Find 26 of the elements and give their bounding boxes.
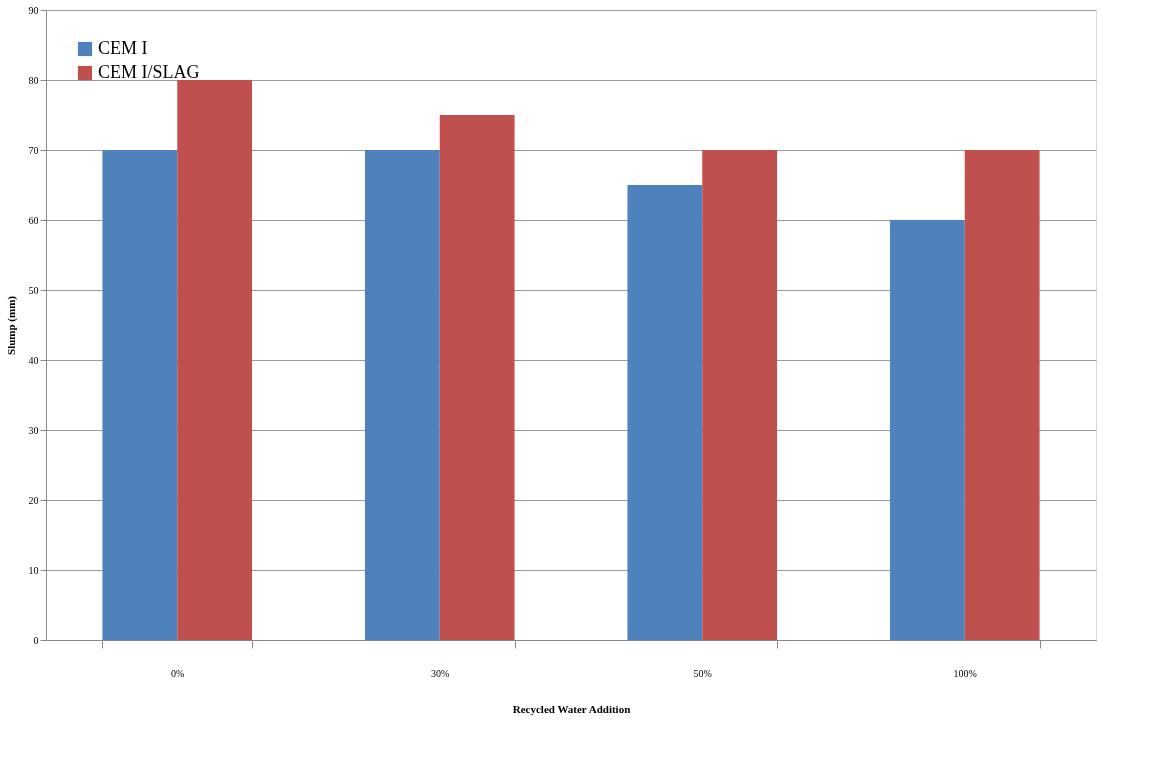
legend-label: CEM I/SLAG	[98, 62, 200, 82]
x-tick-label: 100%	[953, 667, 977, 679]
bar	[364, 150, 440, 640]
y-tick-label: 10	[28, 564, 39, 576]
y-tick-label: 30	[28, 424, 39, 436]
y-tick-label: 70	[28, 144, 39, 156]
bar	[439, 115, 515, 640]
bar	[702, 150, 778, 640]
y-tick-label: 20	[28, 494, 39, 506]
bar	[177, 80, 253, 640]
bar	[964, 150, 1040, 640]
bar	[889, 220, 965, 640]
x-tick-label: 0%	[171, 667, 185, 679]
y-tick-label: 60	[28, 214, 39, 226]
x-axis-title: Recycled Water Addition	[512, 702, 631, 715]
y-tick-label: 90	[28, 4, 39, 16]
y-tick-label: 0	[33, 634, 39, 646]
x-tick-label: 50%	[693, 667, 712, 679]
y-tick-label: 80	[28, 74, 39, 86]
y-tick-label: 40	[28, 354, 39, 366]
bar	[102, 150, 178, 640]
y-axis-title: Slump (mm)	[4, 295, 18, 355]
x-tick-label: 30%	[431, 667, 450, 679]
legend-label: CEM I	[98, 38, 148, 58]
y-tick-label: 50	[28, 284, 39, 296]
bar	[627, 185, 703, 640]
